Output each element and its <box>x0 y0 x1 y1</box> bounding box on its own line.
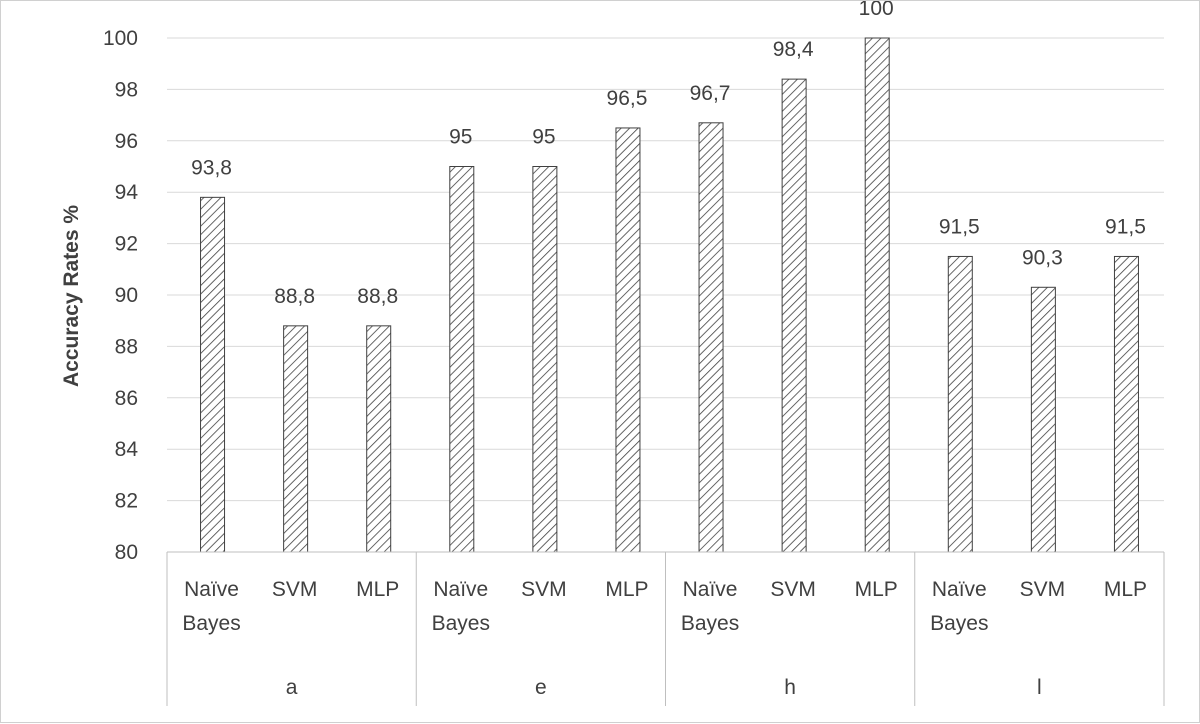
x-category-label: MLP <box>356 578 399 601</box>
y-tick-label: 92 <box>115 233 138 256</box>
y-tick-label: 90 <box>115 284 138 307</box>
y-axis-ticks: 80 82 84 86 88 90 92 94 96 98 100 <box>103 27 138 564</box>
x-group-label: a <box>286 676 298 699</box>
y-tick-label: 84 <box>115 438 139 461</box>
x-category-label: SVM <box>272 578 318 601</box>
data-label: 90,3 <box>1022 246 1063 269</box>
x-category-label: Naïve <box>433 578 488 601</box>
bar <box>864 37 890 553</box>
data-label: 96,5 <box>607 87 648 110</box>
x-category-label: SVM <box>521 578 567 601</box>
x-group-label: e <box>535 676 547 699</box>
y-tick-label: 96 <box>115 130 138 153</box>
y-tick-label: 80 <box>115 541 138 564</box>
data-label: 95 <box>532 126 555 149</box>
bar <box>698 122 724 553</box>
x-category-label: Naïve <box>683 578 738 601</box>
bar <box>781 78 807 553</box>
x-category-label: Naïve <box>184 578 239 601</box>
bar <box>200 196 226 553</box>
bar <box>1113 255 1139 553</box>
x-category-label: Bayes <box>432 612 490 635</box>
x-category-label: MLP <box>855 578 898 601</box>
gridlines <box>167 37 1164 553</box>
data-label: 96,7 <box>690 82 731 105</box>
bars <box>200 37 1139 553</box>
y-tick-label: 100 <box>103 27 138 50</box>
x-category-label: Bayes <box>930 612 988 635</box>
y-tick-label: 88 <box>115 335 138 358</box>
x-category-label: MLP <box>605 578 648 601</box>
y-tick-label: 82 <box>115 490 138 513</box>
y-axis-label: Accuracy Rates % <box>60 205 83 387</box>
bar <box>283 325 309 553</box>
data-label: 88,8 <box>274 285 315 308</box>
bar <box>1030 286 1056 553</box>
x-group-label: l <box>1037 676 1042 699</box>
x-category-label: SVM <box>770 578 816 601</box>
x-category-label: Naïve <box>932 578 987 601</box>
data-label: 91,5 <box>1105 215 1146 238</box>
data-label: 95 <box>449 126 472 149</box>
bar <box>615 127 641 553</box>
x-category-label: SVM <box>1020 578 1066 601</box>
x-category-label: Bayes <box>681 612 739 635</box>
x-axis: Naïve Bayes SVM MLP a Naïve Bayes SVM MLP e Naïve B… <box>166 551 1165 706</box>
x-category-label: MLP <box>1104 578 1147 601</box>
x-category-label: Bayes <box>182 612 240 635</box>
data-labels: 93,8 88,8 88,8 95 95 96,5 96,7 98,4 100 91,5 90,3 9… <box>191 1 1146 308</box>
data-label: 98,4 <box>773 38 814 61</box>
data-label: 93,8 <box>191 156 232 179</box>
data-label: 91,5 <box>939 215 980 238</box>
bar <box>366 325 392 553</box>
x-group-label: h <box>784 676 796 699</box>
bar <box>449 166 475 553</box>
bar <box>947 255 973 553</box>
data-label: 88,8 <box>357 285 398 308</box>
data-label: 100 <box>859 1 894 20</box>
y-tick-label: 94 <box>115 181 139 204</box>
bar <box>532 166 558 553</box>
y-tick-label: 86 <box>115 387 138 410</box>
y-tick-label: 98 <box>115 78 138 101</box>
